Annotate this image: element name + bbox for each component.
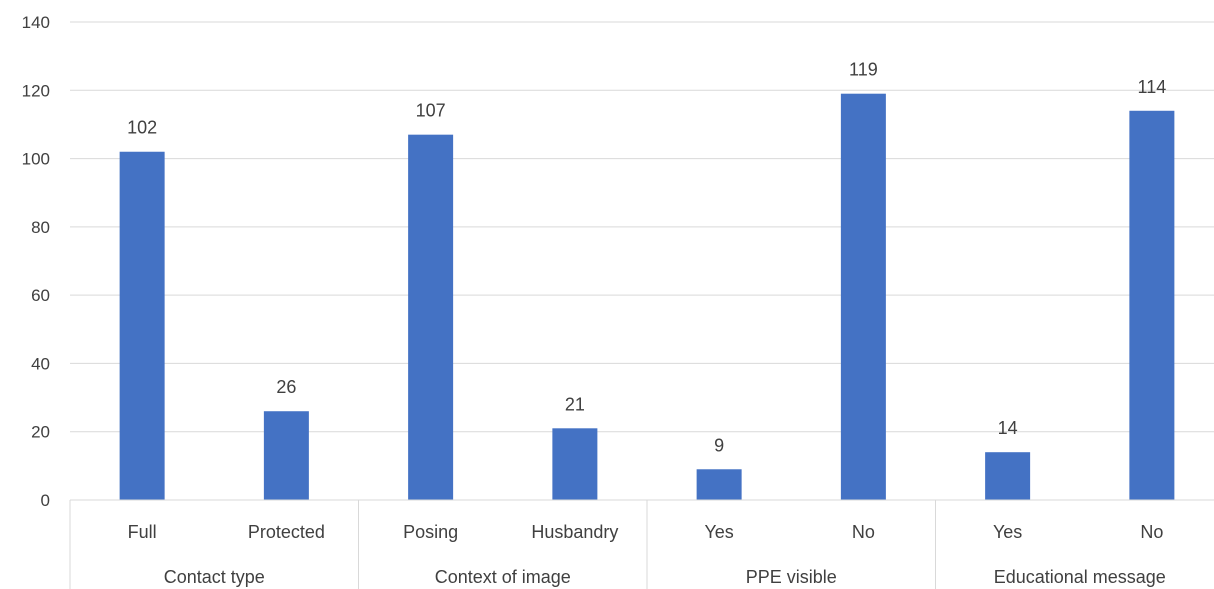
y-tick-label: 140 — [22, 13, 50, 32]
bar — [552, 428, 598, 500]
x-group-label: PPE visible — [746, 567, 837, 587]
x-category-label: Yes — [704, 522, 733, 542]
x-axis: Full Protected Posing Husbandry Yes No Yes No Co… — [69, 499, 1214, 589]
data-label: 102 — [127, 118, 157, 138]
y-tick-label: 60 — [31, 286, 50, 305]
bar — [696, 469, 742, 500]
bar — [408, 134, 454, 500]
bars — [119, 93, 1175, 501]
data-label: 26 — [276, 377, 296, 397]
gridlines — [70, 21, 1214, 433]
y-tick-label: 100 — [22, 150, 50, 169]
y-axis: 0 20 40 60 80 100 120 140 — [22, 13, 50, 510]
bar — [263, 411, 309, 500]
x-group-label: Educational message — [994, 567, 1166, 587]
x-category-label: Protected — [248, 522, 325, 542]
bar — [840, 93, 886, 500]
x-category-label: No — [1140, 522, 1163, 542]
x-category-label: No — [852, 522, 875, 542]
data-label: 107 — [416, 101, 446, 121]
y-tick-label: 40 — [31, 354, 50, 373]
bar — [119, 151, 165, 500]
data-label: 9 — [714, 435, 724, 455]
x-category-label: Yes — [993, 522, 1022, 542]
data-labels: 102 26 107 21 9 119 14 114 — [127, 60, 1166, 456]
x-category-label: Posing — [403, 522, 458, 542]
x-group-label: Contact type — [164, 567, 265, 587]
data-label: 21 — [565, 394, 585, 414]
x-category-label: Husbandry — [531, 522, 618, 542]
y-tick-label: 20 — [31, 423, 50, 442]
x-category-label: Full — [128, 522, 157, 542]
data-label: 119 — [849, 60, 878, 80]
bar — [985, 452, 1031, 500]
data-label: 114 — [1138, 77, 1167, 97]
bar — [1129, 110, 1175, 501]
data-label: 14 — [998, 418, 1018, 438]
y-tick-label: 120 — [22, 81, 50, 100]
y-tick-label: 0 — [41, 491, 50, 510]
y-tick-label: 80 — [31, 218, 50, 237]
x-group-label: Context of image — [435, 567, 571, 587]
